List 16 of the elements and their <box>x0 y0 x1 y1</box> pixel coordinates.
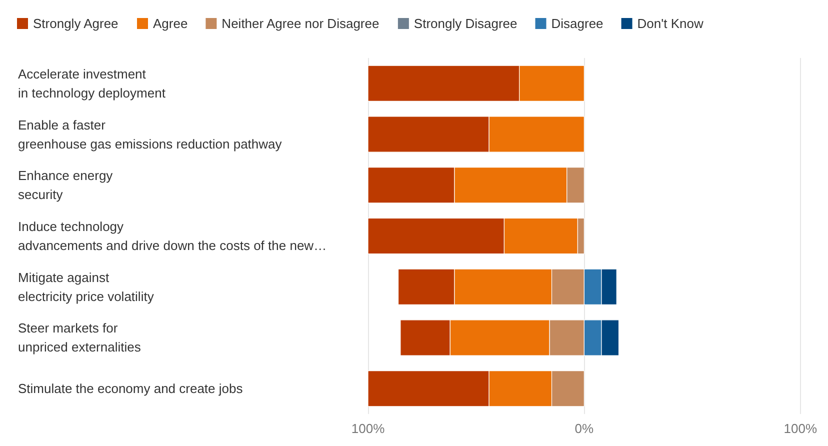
y-tick-label: Mitigate against electricity price volatility <box>18 270 154 304</box>
y-tick-label: Stimulate the economy and create jobs <box>18 381 244 396</box>
legend-label: Neither Agree nor Disagree <box>222 16 380 31</box>
y-tick-label: Enable a faster greenhouse gas emissions reduction pathway <box>18 117 282 152</box>
x-tick-label: 100% <box>351 421 386 436</box>
x-tick-label: 0% <box>574 421 594 436</box>
y-tick-label: Accelerate investment in technology deployment <box>18 66 166 100</box>
legend-label: Strongly Agree <box>33 16 118 31</box>
legend-label: Disagree <box>551 16 604 31</box>
legend-label: Agree <box>152 16 188 31</box>
legend-label: Don't Know <box>637 16 704 31</box>
legend-label: Strongly Disagree <box>414 16 518 31</box>
y-tick-label: Steer markets for unpriced externalities <box>18 320 142 355</box>
x-tick-label: 100% <box>784 421 818 436</box>
y-tick-label: Enhance energy security <box>18 168 114 202</box>
y-tick-label: Induce technology advancements and drive down the costs of the new… <box>18 219 327 253</box>
